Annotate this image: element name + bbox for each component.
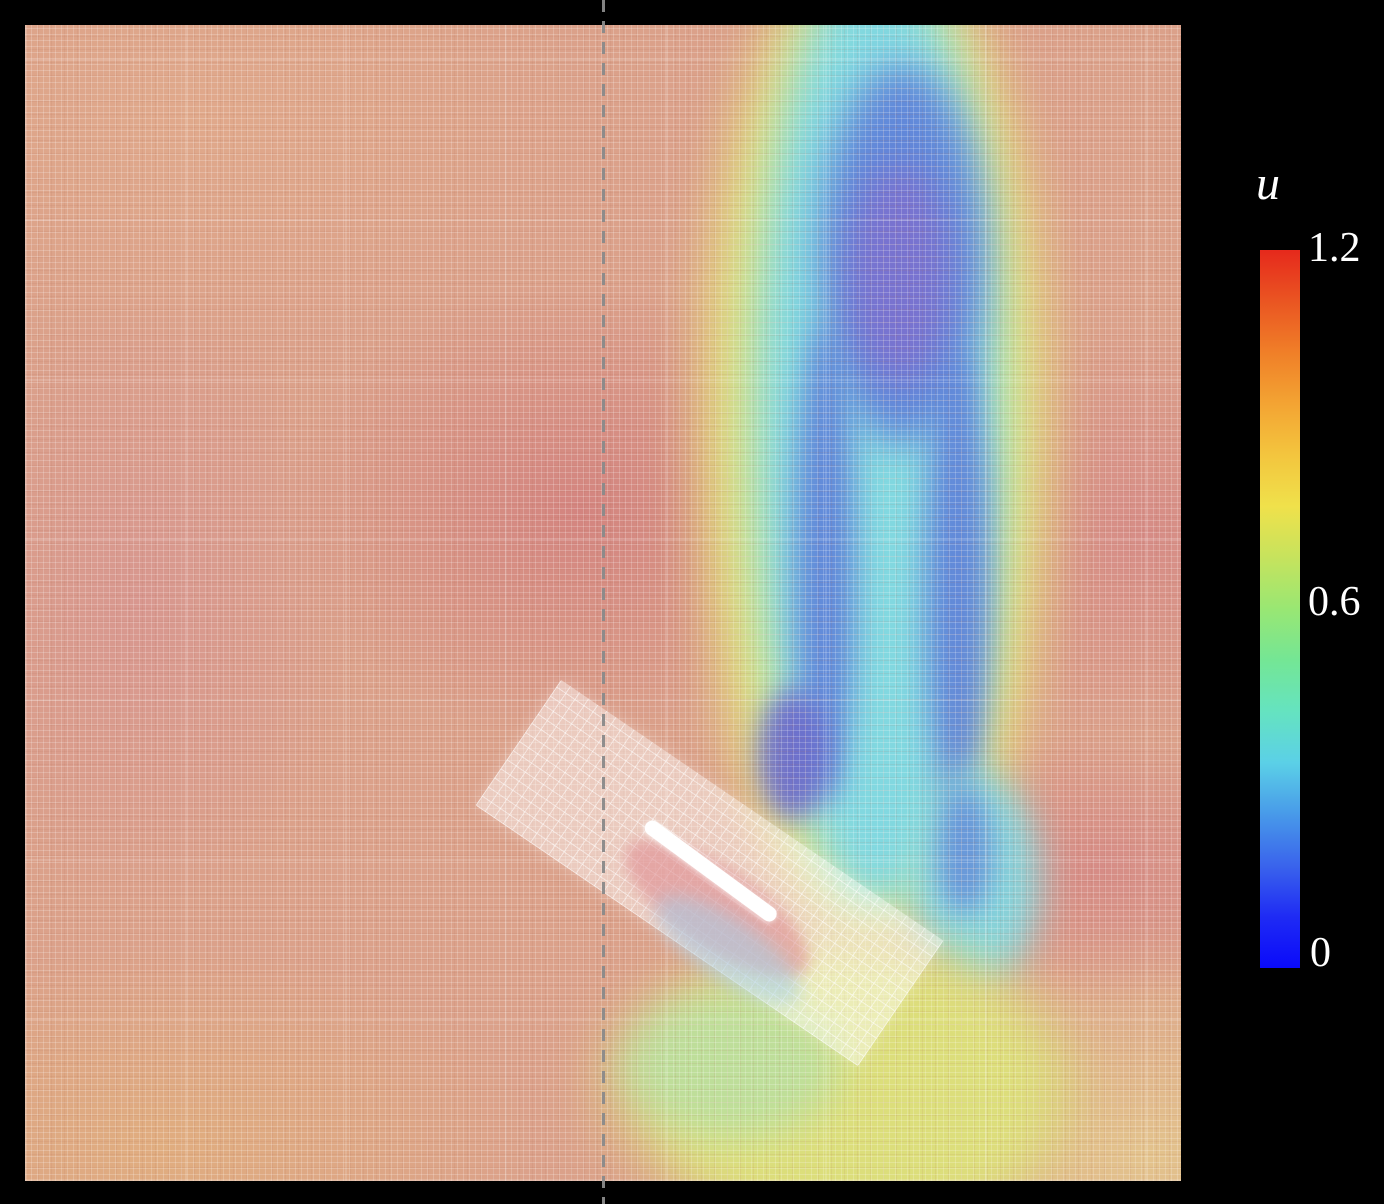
probe-dashed-line <box>602 0 605 1204</box>
colorbar-title: u <box>1256 157 1280 210</box>
colorbar-tick-max: 1.2 <box>1308 225 1361 271</box>
wake-purple-core-top <box>847 165 952 385</box>
wake-blue-band-right <box>925 350 990 820</box>
colorbar-tick-mid: 0.6 <box>1308 579 1361 625</box>
wake-purple-pocket-plate <box>758 690 828 820</box>
colorbar-gradient <box>1260 250 1300 968</box>
wake-blue-corner <box>937 785 992 915</box>
colorbar-tick-min: 0 <box>1310 930 1331 976</box>
